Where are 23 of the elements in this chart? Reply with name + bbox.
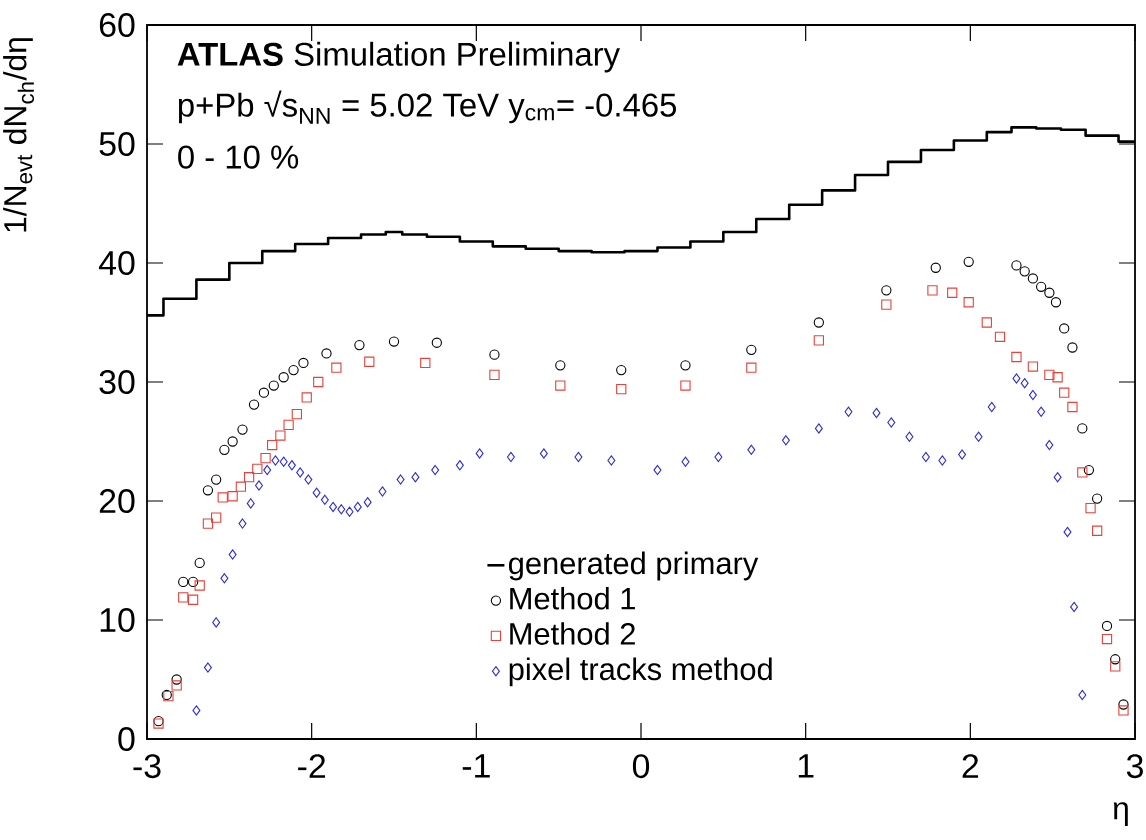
legend-label: generated primary — [509, 551, 759, 581]
legend-label: Method 2 — [510, 622, 635, 645]
y-tick-label: 10 — [100, 608, 135, 632]
y-tick-label: 0 — [118, 727, 135, 751]
y-tick-label: 30 — [99, 370, 135, 394]
y-tick-label: 60 — [99, 13, 135, 37]
legend-label: Method 1 — [510, 586, 635, 610]
y-axis-title: 1/N$_{evt}$ dN$_{ch}$/dη — [3, 38, 35, 232]
x-tick-label: 0 — [632, 754, 650, 779]
annotation: 0 - 10 % — [178, 145, 299, 169]
x-tick-label: -3 — [133, 754, 161, 779]
legend-label: pixel tracks method — [509, 657, 772, 687]
annotation: p+Pb √s$_{NN}$ = 5.02 TeV y$_{cm}$= -0.465 — [178, 90, 677, 124]
x-tick-label: 3 — [1126, 754, 1143, 779]
x-tick-label: -1 — [462, 754, 490, 778]
y-tick-label: 20 — [99, 489, 135, 513]
y-tick-label: 40 — [98, 251, 135, 275]
annotation: ATLAS Simulation Preliminary — [177, 41, 621, 73]
x-axis-title: η — [1113, 802, 1128, 826]
y-tick-label: 50 — [99, 132, 135, 156]
x-tick-label: -2 — [298, 754, 326, 778]
x-tick-label: 2 — [962, 754, 979, 778]
x-tick-label: 1 — [798, 754, 814, 778]
